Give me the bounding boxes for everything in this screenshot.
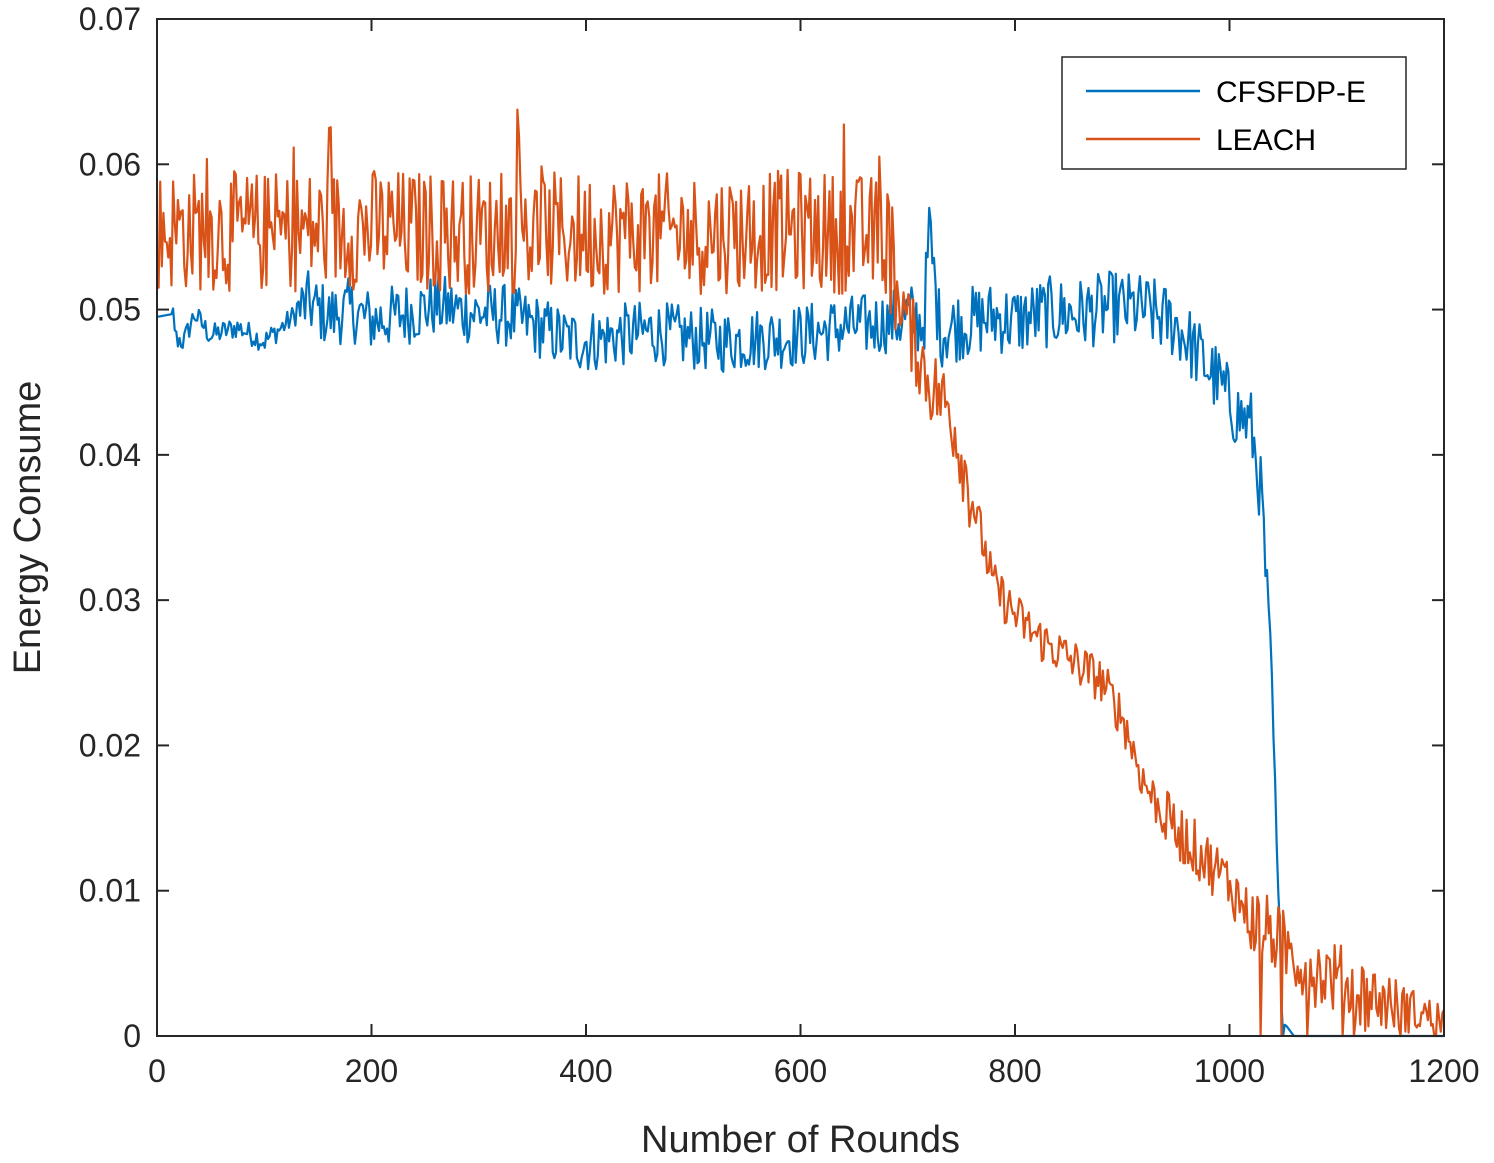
series-layer — [155, 108, 1445, 1038]
legend-label-leach: LEACH — [1216, 124, 1316, 157]
y-axis-title: Energy Consume — [7, 381, 49, 675]
series-line-leach — [155, 108, 1445, 1038]
legend: CFSFDP-E LEACH — [1061, 56, 1407, 170]
x-tick-label: 1200 — [1408, 1053, 1479, 1089]
plot-area — [157, 19, 1444, 1036]
x-axis-title: Number of Rounds — [641, 1119, 960, 1161]
x-axis: 0 200 400 600 800 1000 1200 — [148, 19, 1480, 1089]
legend-box — [1061, 56, 1407, 170]
x-tick-label: 1000 — [1194, 1053, 1265, 1089]
x-tick-label: 0 — [148, 1053, 166, 1089]
x-tick-label: 400 — [559, 1053, 612, 1089]
plot-background — [157, 19, 1444, 1036]
y-tick-label: 0.04 — [79, 437, 141, 473]
y-tick-label: 0.01 — [79, 873, 141, 909]
legend-label-cfsfdp-e: CFSFDP-E — [1216, 76, 1366, 109]
x-tick-label: 800 — [988, 1053, 1041, 1089]
x-tick-label: 600 — [774, 1053, 827, 1089]
y-tick-label: 0.02 — [79, 727, 141, 763]
y-tick-label: 0 — [123, 1018, 141, 1054]
y-tick-label: 0.05 — [79, 292, 141, 328]
y-tick-label: 0.07 — [79, 1, 141, 37]
y-tick-label: 0.03 — [79, 582, 141, 618]
y-axis: 0 0.01 0.02 0.03 0.04 0.05 0.06 0.07 — [79, 1, 1444, 1054]
series-line-cfsfdp-e — [156, 206, 1444, 1038]
x-tick-label: 200 — [345, 1053, 398, 1089]
y-tick-label: 0.06 — [79, 146, 141, 182]
